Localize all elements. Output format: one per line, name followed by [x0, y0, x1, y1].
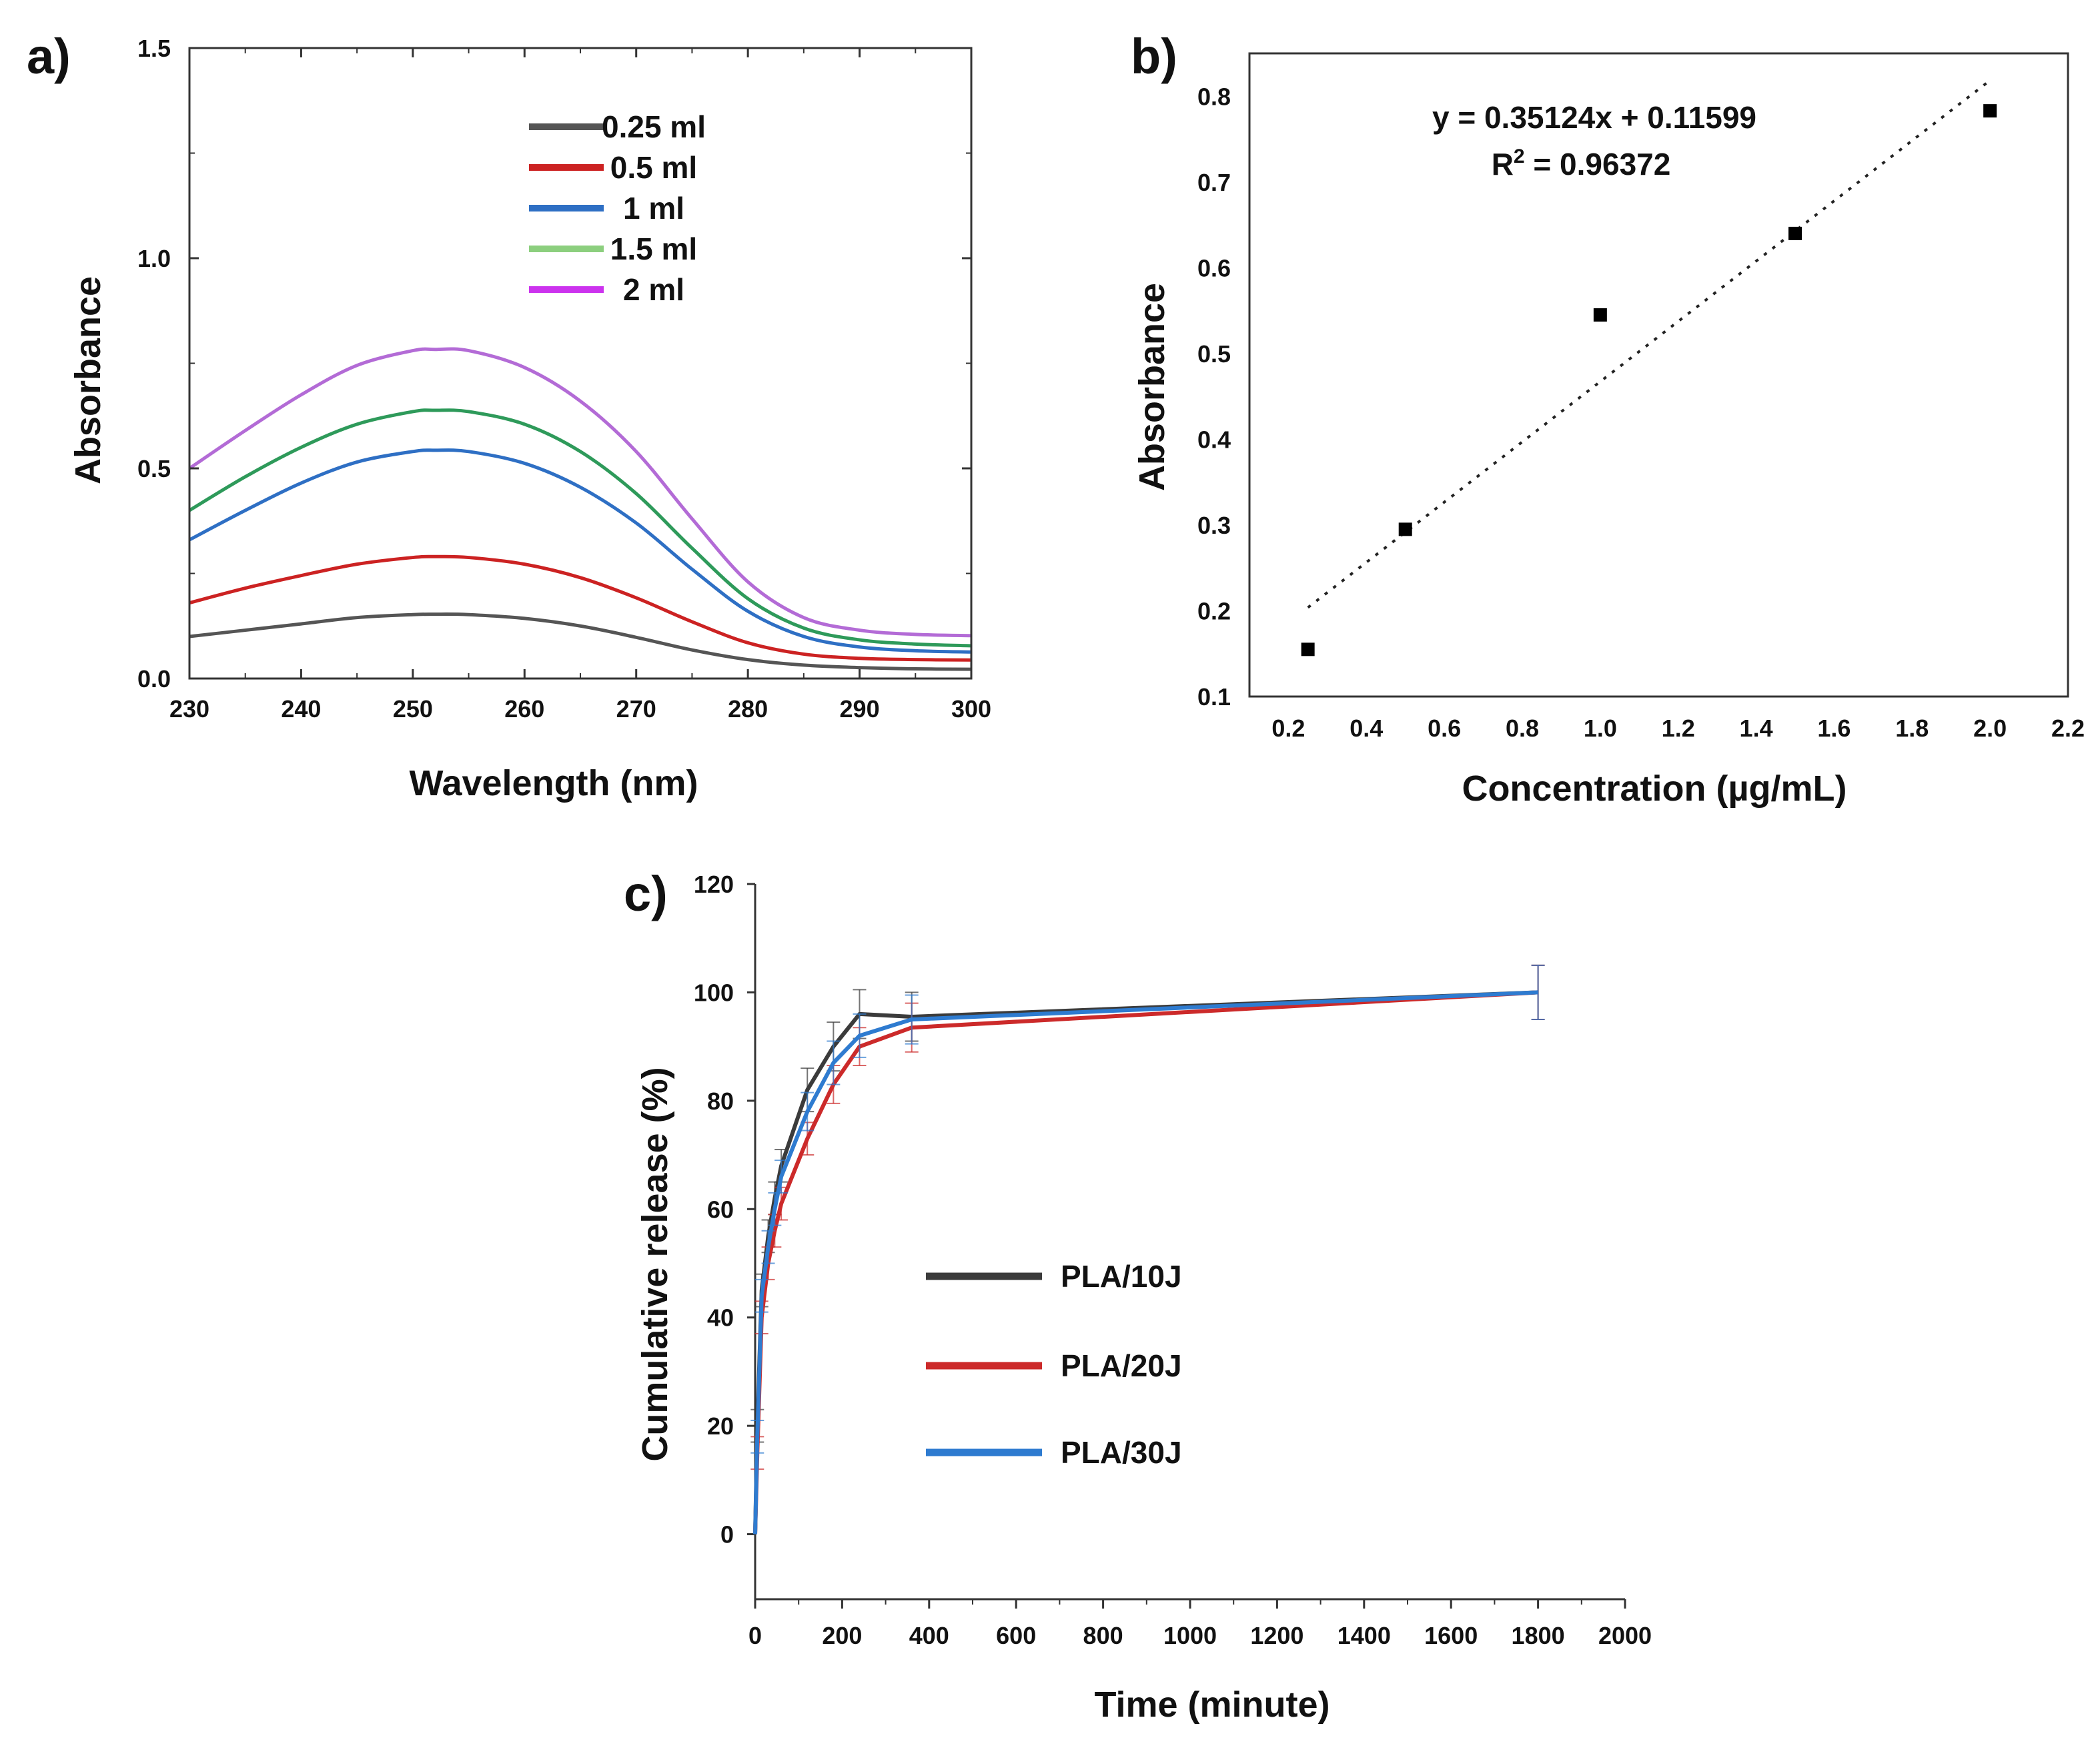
- plot-frame-a: [188, 47, 973, 680]
- x-tick-label-b: 0.4: [1350, 715, 1383, 742]
- data-point-b: [1398, 522, 1412, 536]
- x-tick-label-c: 1800: [1512, 1622, 1565, 1649]
- x-tick-label-b: 0.6: [1428, 715, 1461, 742]
- panel-b-label: b): [1131, 29, 1177, 84]
- x-tick-label-a: 240: [281, 695, 321, 723]
- x-tick-label-a: 270: [616, 695, 656, 723]
- x-tick-label-c: 0: [748, 1622, 762, 1649]
- y-tick-label-b: 0.4: [1197, 426, 1231, 453]
- x-axis-title-c: Time (minute): [1094, 1685, 1330, 1725]
- data-point-b: [1983, 104, 1997, 118]
- x-tick-label-c: 1200: [1250, 1622, 1303, 1649]
- x-tick-label-b: 1.2: [1662, 715, 1695, 742]
- legend-label-c: PLA/10J: [1061, 1259, 1182, 1294]
- chart-b: b) 0.2 0.4 0.6 0.8 1.0 1.2 1.4 1.6 1.8 2.0 2.2 0.1 0…: [1131, 29, 2085, 809]
- y-axis-title-a: Absorbance: [68, 276, 108, 484]
- plot-frame-b: [1248, 52, 2069, 698]
- x-tick-label-c: 1000: [1163, 1622, 1217, 1649]
- data-point-b: [1788, 226, 1802, 240]
- y-tick-label-b: 0.8: [1197, 83, 1231, 110]
- panel-c-label: c): [624, 866, 668, 921]
- chart-c: c) 0 200 400 600 800 1000 1200 1400 1600 1800 2000…: [624, 866, 1652, 1725]
- x-tick-label-c: 800: [1083, 1622, 1123, 1649]
- x-tick-label-a: 260: [504, 695, 544, 723]
- y-tick-label-a: 1.5: [137, 35, 171, 62]
- y-tick-label-c: 120: [694, 871, 734, 898]
- series-line-a: [189, 612, 972, 671]
- legend-label-c: PLA/20J: [1061, 1348, 1182, 1383]
- y-tick-label-b: 0.2: [1197, 597, 1231, 624]
- y-tick-label-b: 0.5: [1197, 340, 1231, 368]
- legend-label-a: 2 ml: [623, 272, 684, 307]
- chart-a: a) 230 240 250 260 270 280 290 300 0.0 0.5 1.0 1.5 …: [27, 29, 991, 803]
- legend-a: 0.25 ml 0.5 ml 1 ml 1.5 ml 2 ml: [529, 109, 706, 307]
- y-tick-label-a: 0.5: [137, 455, 171, 482]
- y-tick-label-c: 60: [707, 1196, 734, 1223]
- x-tick-label-c: 600: [996, 1622, 1036, 1649]
- x-tick-label-a: 250: [393, 695, 433, 723]
- x-tick-label-c: 200: [822, 1622, 862, 1649]
- y-tick-label-b: 0.6: [1197, 254, 1231, 282]
- y-axis-title-b: Absorbance: [1132, 283, 1172, 491]
- x-tick-label-a: 300: [951, 695, 991, 723]
- x-tick-label-c: 400: [909, 1622, 949, 1649]
- legend-label-a: 1 ml: [623, 191, 684, 226]
- y-tick-label-b: 0.7: [1197, 169, 1231, 196]
- y-tick-label-a: 0.0: [137, 665, 171, 693]
- y-tick-label-c: 20: [707, 1412, 734, 1440]
- x-axis-title-a: Wavelength (nm): [409, 763, 698, 803]
- series-line-a: [188, 448, 972, 654]
- legend-label-a: 0.5 ml: [610, 150, 697, 185]
- x-tick-label-c: 1400: [1338, 1622, 1391, 1649]
- x-tick-label-b: 0.8: [1506, 715, 1539, 742]
- x-tick-label-b: 1.6: [1817, 715, 1851, 742]
- y-tick-label-c: 40: [707, 1304, 734, 1332]
- series-line-a: [188, 408, 972, 648]
- x-tick-label-b: 1.0: [1584, 715, 1617, 742]
- y-tick-label-b: 0.1: [1197, 683, 1231, 711]
- fit-line-b: [1307, 79, 1991, 609]
- x-tick-label-b: 2.0: [1973, 715, 2007, 742]
- x-tick-label-a: 280: [728, 695, 768, 723]
- fit-equation: y = 0.35124x + 0.11599: [1432, 100, 1756, 135]
- legend-label-c: PLA/30J: [1061, 1435, 1182, 1470]
- x-tick-label-a: 230: [169, 695, 209, 723]
- data-point-b: [1301, 642, 1315, 657]
- y-tick-label-c: 0: [720, 1521, 734, 1549]
- x-tick-label-b: 1.8: [1895, 715, 1929, 742]
- y-tick-label-a: 1.0: [137, 245, 171, 272]
- legend-label-a: 1.5 ml: [610, 232, 697, 266]
- x-axis-title-b: Concentration (µg/mL): [1462, 769, 1847, 809]
- x-tick-label-a: 290: [840, 695, 880, 723]
- y-tick-label-c: 80: [707, 1087, 734, 1115]
- panel-a-label: a): [27, 29, 71, 84]
- series-line-a: [189, 554, 972, 662]
- fit-r-squared: R2 = 0.96372: [1492, 145, 1671, 181]
- y-axis-title-c: Cumulative release (%): [635, 1067, 675, 1461]
- x-tick-label-b: 2.2: [2051, 715, 2085, 742]
- x-tick-label-b: 0.2: [1271, 715, 1305, 742]
- series-line-a: [188, 347, 972, 638]
- legend-c: PLA/10J PLA/20J PLA/30J: [926, 1259, 1182, 1470]
- legend-label-a: 0.25 ml: [602, 109, 706, 144]
- y-tick-label-b: 0.3: [1197, 512, 1231, 539]
- x-tick-label-b: 1.4: [1740, 715, 1773, 742]
- y-tick-label-c: 100: [694, 979, 734, 1006]
- data-point-b: [1593, 308, 1607, 322]
- x-tick-label-c: 1600: [1424, 1622, 1478, 1649]
- x-tick-label-c: 2000: [1598, 1622, 1652, 1649]
